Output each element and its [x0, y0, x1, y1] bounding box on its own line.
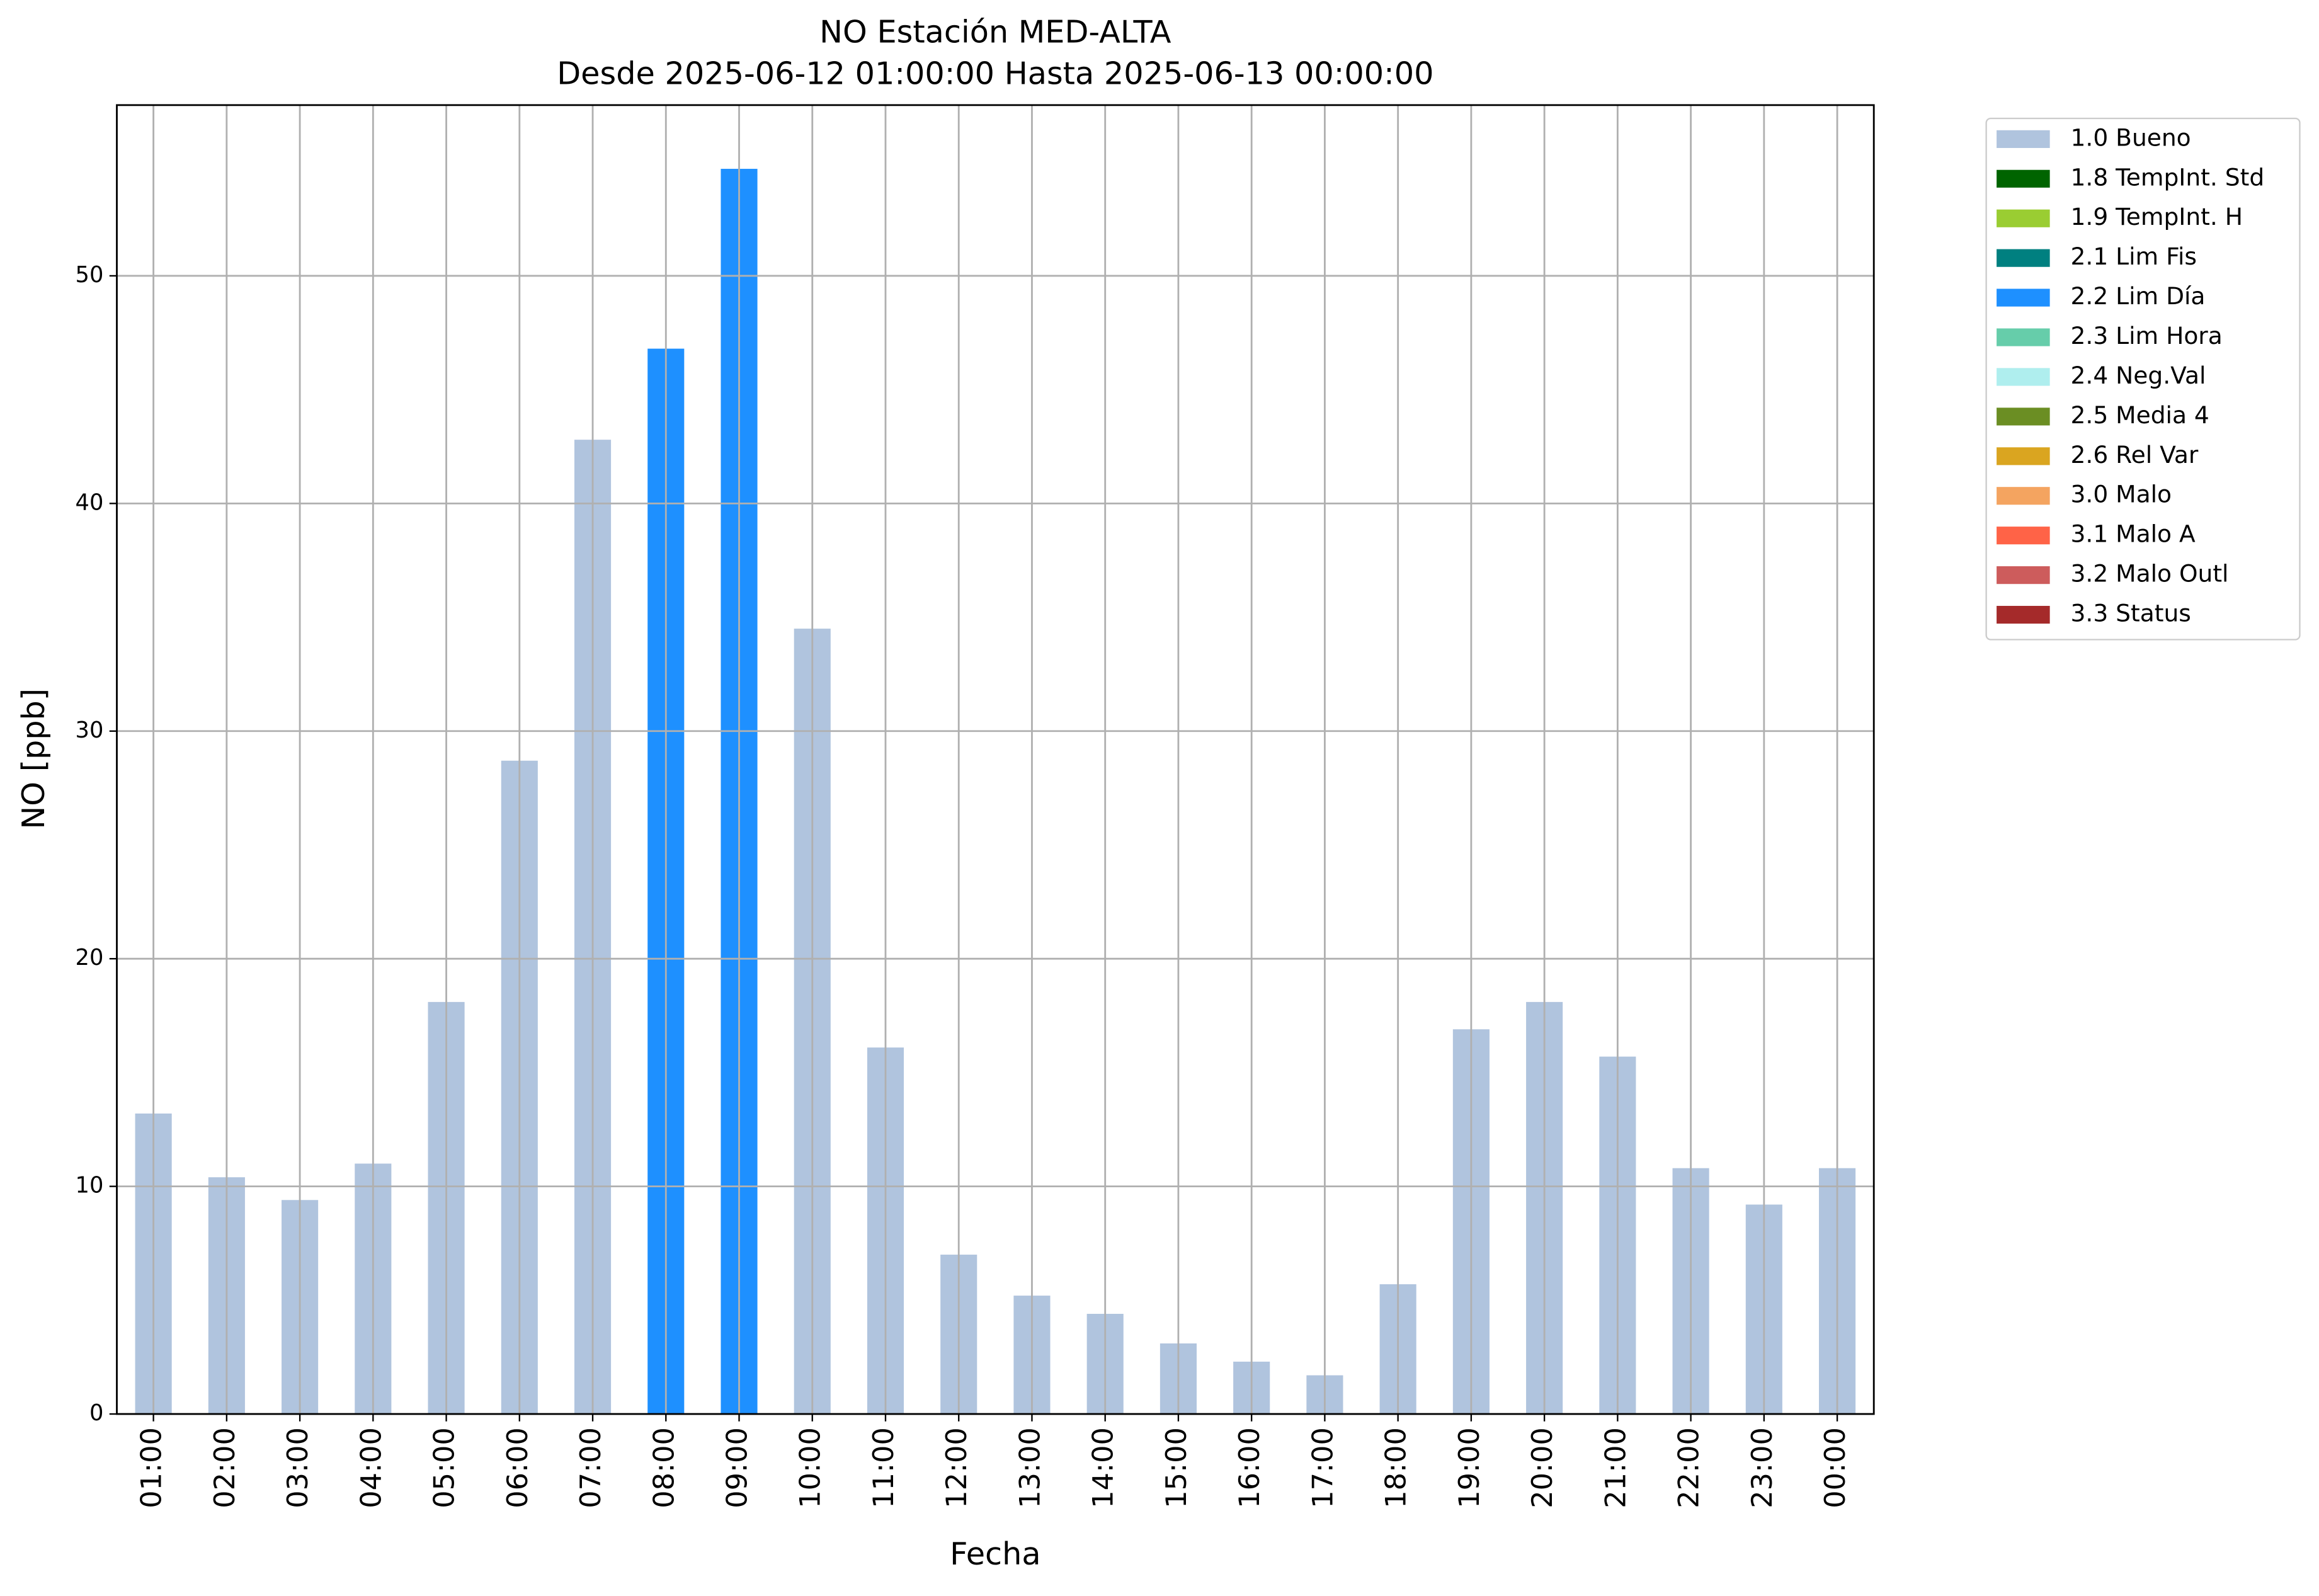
legend-label: 2.6 Rel Var — [2071, 441, 2199, 469]
x-tick-label: 15:00 — [1160, 1427, 1193, 1508]
x-tick-label: 07:00 — [574, 1427, 607, 1508]
y-tick-label: 50 — [76, 262, 104, 288]
y-tick-label: 10 — [76, 1173, 104, 1199]
x-tick-label: 21:00 — [1599, 1427, 1632, 1508]
chart-subtitle: Desde 2025-06-12 01:00:00 Hasta 2025-06-… — [557, 55, 1433, 91]
x-tick-label: 08:00 — [647, 1427, 680, 1508]
legend-swatch — [1997, 328, 2050, 346]
x-tick-label: 19:00 — [1453, 1427, 1486, 1508]
x-tick-label: 13:00 — [1013, 1427, 1046, 1508]
x-tick-label: 16:00 — [1233, 1427, 1266, 1508]
x-tick-label: 11:00 — [867, 1427, 900, 1508]
legend-label: 3.2 Malo Outl — [2071, 560, 2229, 588]
legend-swatch — [1997, 249, 2050, 267]
y-tick-label: 40 — [76, 489, 104, 515]
plot-frame — [116, 104, 1875, 1415]
legend-label: 3.3 Status — [2071, 600, 2191, 627]
x-tick-label: 14:00 — [1087, 1427, 1120, 1508]
legend-swatch — [1997, 527, 2050, 545]
x-tick-label: 00:00 — [1819, 1427, 1852, 1508]
x-tick-label: 09:00 — [721, 1427, 754, 1508]
legend-swatch — [1997, 209, 2050, 227]
y-tick-label: 30 — [76, 717, 104, 743]
x-tick-label: 01:00 — [135, 1427, 168, 1508]
legend-label: 2.2 Lim Día — [2071, 282, 2206, 310]
y-tick-label: 20 — [76, 945, 104, 971]
legend-swatch — [1997, 605, 2050, 624]
legend-swatch — [1997, 566, 2050, 584]
legend-box — [1985, 117, 2301, 641]
legend-swatch — [1997, 169, 2050, 188]
legend-swatch — [1997, 288, 2050, 307]
x-tick-label: 02:00 — [208, 1427, 241, 1508]
x-tick-label: 03:00 — [282, 1427, 314, 1508]
legend-label: 2.3 Lim Hora — [2071, 322, 2223, 350]
legend-label: 2.4 Neg.Val — [2071, 362, 2206, 389]
y-axis-label: NO [ppb] — [15, 688, 52, 829]
legend-label: 1.9 TempInt. H — [2071, 203, 2243, 231]
x-tick-label: 22:00 — [1673, 1427, 1706, 1508]
x-tick-label: 05:00 — [428, 1427, 461, 1508]
legend-label: 1.0 Bueno — [2071, 123, 2191, 151]
legend-swatch — [1997, 368, 2050, 386]
y-tick-label: 0 — [89, 1400, 103, 1426]
x-tick-label: 23:00 — [1746, 1427, 1779, 1508]
legend-label: 2.1 Lim Fis — [2071, 242, 2197, 270]
legend-swatch — [1997, 130, 2050, 148]
legend-swatch — [1997, 408, 2050, 426]
chart-title: NO Estación MED-ALTA — [819, 14, 1171, 50]
legend-label: 3.0 Malo — [2071, 481, 2172, 508]
x-tick-label: 18:00 — [1380, 1427, 1413, 1508]
legend-label: 3.1 Malo A — [2071, 520, 2196, 548]
legend-swatch — [1997, 487, 2050, 505]
x-tick-label: 10:00 — [794, 1427, 827, 1508]
x-tick-label: 04:00 — [355, 1427, 387, 1508]
x-tick-label: 06:00 — [501, 1427, 534, 1508]
x-tick-label: 12:00 — [940, 1427, 973, 1508]
legend-label: 1.8 TempInt. Std — [2071, 163, 2265, 191]
x-tick-label: 17:00 — [1306, 1427, 1339, 1508]
x-axis-label: Fecha — [950, 1536, 1041, 1572]
x-tick-label: 20:00 — [1526, 1427, 1559, 1508]
legend-swatch — [1997, 447, 2050, 465]
legend-label: 2.5 Media 4 — [2071, 401, 2209, 429]
